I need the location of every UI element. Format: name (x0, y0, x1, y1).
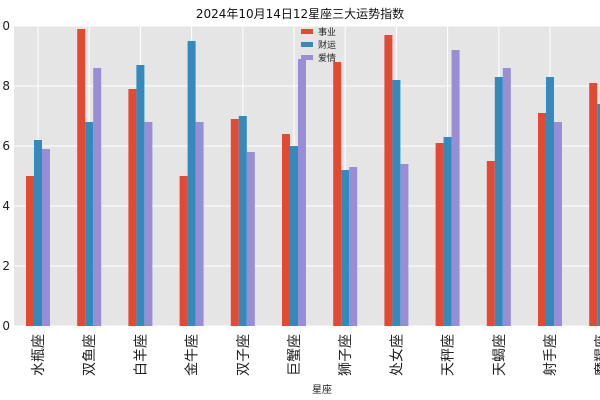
legend-swatch (301, 42, 313, 47)
y-tick-label: 4 (2, 199, 10, 213)
bar-爱情-白羊座 (144, 122, 153, 326)
x-tick-label: 天秤座 (441, 334, 457, 376)
bar-爱情-双鱼座 (93, 68, 102, 326)
x-tick-label: 射手座 (543, 334, 559, 376)
x-tick-label: 天蝎座 (492, 334, 508, 376)
bar-事业-处女座 (384, 35, 393, 326)
bar-爱情-处女座 (400, 164, 409, 326)
bar-财运-处女座 (392, 80, 401, 326)
x-tick-label: 白羊座 (133, 334, 149, 376)
x-axis: 水瓶座 双鱼座 白羊座 金牛座 双子座 巨蟹座 狮子座 处女座 天秤座 天蝎座 射手座 摩羯座 (31, 334, 600, 376)
bar-爱情-巨蟹座 (298, 59, 306, 326)
bar-事业-狮子座 (333, 62, 342, 326)
y-tick-label: 0 (2, 19, 10, 33)
legend-label: 财运 (318, 39, 336, 51)
x-tick-label: 水瓶座 (31, 334, 47, 376)
bar-财运-摩羯座 (597, 104, 600, 326)
x-tick-label: 巨蟹座 (287, 334, 303, 376)
x-axis-label: 星座 (312, 383, 332, 396)
x-tick-label: 双子座 (236, 334, 252, 376)
bar-财运-双子座 (238, 116, 247, 326)
bar-事业-天蝎座 (486, 161, 495, 326)
bar-事业-双鱼座 (77, 29, 86, 326)
chart-title: 2024年10月14日12星座三大运势指数 (196, 6, 404, 21)
bar-财运-射手座 (546, 77, 554, 326)
bar-事业-水瓶座 (26, 176, 34, 326)
x-tick-label: 狮子座 (338, 334, 354, 376)
x-tick-label: 摩羯座 (593, 334, 600, 376)
bar-爱情-双子座 (246, 152, 255, 326)
bar-事业-白羊座 (128, 89, 137, 326)
bar-财运-双鱼座 (85, 122, 94, 326)
bar-事业-双子座 (230, 119, 239, 326)
bar-爱情-水瓶座 (42, 149, 50, 326)
bar-财运-水瓶座 (34, 140, 42, 326)
bars (26, 29, 600, 326)
bar-事业-金牛座 (179, 176, 188, 326)
legend-label: 事业 (318, 26, 336, 38)
bar-爱情-天秤座 (451, 50, 460, 326)
bar-事业-摩羯座 (589, 83, 598, 326)
plot-area (14, 26, 600, 326)
legend-label: 爱情 (318, 52, 336, 64)
bar-财运-金牛座 (187, 41, 196, 326)
x-tick-label: 处女座 (388, 334, 405, 376)
bar-财运-天蝎座 (494, 77, 503, 326)
legend-swatch (301, 29, 313, 34)
y-tick-label: 0 (2, 319, 10, 333)
y-tick-label: 6 (2, 139, 10, 153)
bar-爱情-天蝎座 (502, 68, 511, 326)
legend-swatch (301, 55, 313, 60)
x-tick-label: 金牛座 (185, 334, 201, 376)
bar-财运-白羊座 (136, 65, 145, 326)
bar-事业-天秤座 (435, 143, 444, 326)
bar-财运-天秤座 (443, 137, 452, 326)
bar-财运-狮子座 (341, 170, 350, 326)
bar-事业-射手座 (538, 113, 546, 326)
bar-爱情-射手座 (554, 122, 562, 326)
bar-事业-巨蟹座 (282, 134, 290, 326)
y-tick-label: 8 (2, 79, 10, 93)
bar-爱情-金牛座 (195, 122, 204, 326)
bar-爱情-狮子座 (349, 167, 358, 326)
bar-财运-巨蟹座 (290, 146, 298, 326)
x-tick-label: 双鱼座 (81, 334, 98, 376)
y-axis: 0 2 4 6 8 0 (2, 19, 10, 333)
y-tick-label: 2 (2, 259, 10, 273)
